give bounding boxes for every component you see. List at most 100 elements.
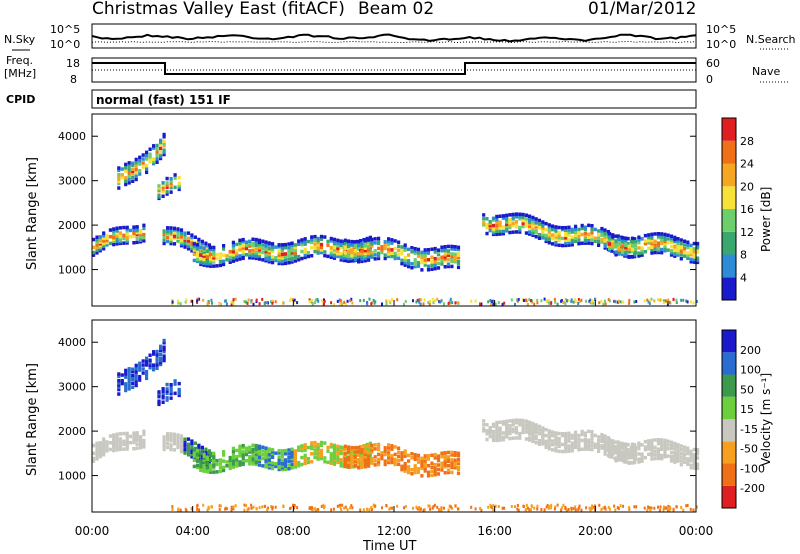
power-noise-cell [562, 301, 565, 304]
power-cell [570, 243, 574, 247]
power-cell [142, 236, 146, 240]
velocity-cell [383, 446, 387, 450]
power-cell [95, 248, 99, 252]
power-cell [209, 262, 213, 266]
velocity-cell [583, 433, 587, 437]
power-cell [316, 249, 320, 253]
power-cell [544, 233, 548, 238]
power-cell [186, 244, 191, 248]
power-cell [593, 236, 597, 240]
velocity-cell [423, 454, 427, 458]
velocity-cell [377, 447, 381, 452]
power-cell [643, 239, 647, 243]
velocity-noise-cell [443, 506, 445, 510]
power-noise-cell [271, 301, 274, 305]
velocity-cell [633, 459, 637, 463]
power-cell [353, 251, 357, 255]
power-noise-cell [258, 302, 261, 306]
velocity-cell [583, 437, 587, 441]
velocity-cell [453, 466, 457, 470]
velocity-noise-cell [404, 505, 407, 508]
power-cell [590, 227, 594, 232]
velocity-cell [218, 469, 222, 474]
power-cell [339, 243, 343, 248]
velocity-cell [127, 370, 131, 374]
power-cell [152, 144, 156, 148]
velocity-noise-cell [685, 504, 688, 508]
velocity-cell [166, 432, 170, 436]
velocity-cell [554, 431, 558, 435]
velocity-cell [161, 396, 165, 400]
velocity-cell [640, 443, 644, 447]
power-cell [152, 161, 156, 166]
velocity-noise-cell [580, 508, 583, 512]
power-cell [228, 260, 232, 264]
power-cell [218, 256, 222, 260]
power-cell [383, 253, 387, 257]
power-cell [251, 243, 255, 248]
velocity-cell [407, 467, 411, 472]
power-cell [397, 256, 401, 260]
power-cell [511, 214, 515, 219]
velocity-cell [393, 460, 397, 464]
velocity-cell [498, 420, 502, 424]
power-cell [162, 152, 166, 157]
power-cell [676, 241, 680, 246]
power-cell [95, 243, 99, 247]
velocity-cell [209, 470, 213, 474]
velocity-cell [287, 452, 291, 456]
power-noise-cell [293, 301, 296, 304]
power-cell [363, 239, 367, 243]
velocity-noise-cell [669, 505, 671, 509]
velocity-cell [360, 450, 364, 455]
velocity-cell [172, 448, 177, 452]
velocity-cell [169, 389, 173, 394]
power-cell [124, 162, 128, 167]
velocity-cell [426, 470, 431, 475]
power-cell [161, 185, 165, 190]
velocity-cell [387, 450, 391, 455]
velocity-cell [574, 442, 578, 446]
velocity-cell [267, 466, 271, 470]
velocity-cell [686, 459, 690, 464]
power-cell [528, 230, 532, 234]
power-cell [629, 242, 633, 246]
power-cell [393, 254, 397, 258]
power-cell [640, 248, 644, 253]
velocity-cell [583, 445, 587, 449]
velocity-noise-cell [533, 506, 536, 510]
velocity-cell [357, 466, 361, 470]
power-cell [131, 163, 135, 167]
power-cell [209, 248, 213, 252]
power-cell [195, 257, 200, 262]
velocity-noise-cell [503, 506, 506, 510]
velocity-cell [534, 423, 538, 427]
power-cell [159, 138, 163, 143]
power-cell [603, 233, 607, 238]
velocity-cell [511, 429, 515, 434]
velocity-cell [300, 462, 304, 467]
velocity-cell [614, 440, 618, 444]
velocity-cell [673, 441, 677, 446]
power-noise-cell [323, 300, 326, 303]
power-cell [630, 236, 634, 241]
power-cell [630, 255, 634, 259]
velocity-cell [218, 462, 222, 466]
power-cell [380, 250, 384, 255]
power-cell [397, 248, 401, 252]
power-cell [316, 240, 320, 245]
velocity-cell [541, 432, 545, 436]
velocity-cell [403, 461, 407, 466]
velocity-cell [257, 459, 262, 463]
velocity-cell [426, 454, 431, 458]
power-cell [557, 230, 561, 235]
power-cell [165, 192, 169, 196]
velocity-cell [363, 450, 367, 454]
velocity-cell [115, 432, 119, 436]
velocity-cell [453, 463, 457, 467]
velocity-cell [360, 460, 364, 465]
colorbar-swatch [722, 186, 736, 210]
power-cell [387, 244, 391, 249]
velocity-cell [127, 387, 131, 391]
power-cell [202, 259, 206, 264]
